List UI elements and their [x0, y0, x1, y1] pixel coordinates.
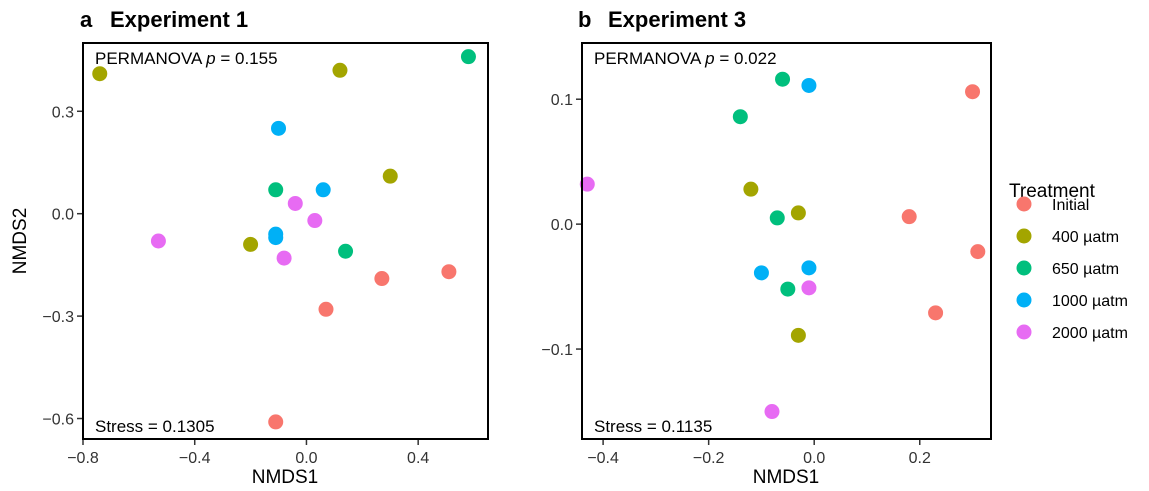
data-point [307, 213, 323, 229]
plot-frame [581, 42, 992, 440]
legend-key [1016, 196, 1032, 212]
legend-label: Initial [1052, 197, 1089, 214]
points-layer [579, 71, 986, 420]
data-point [780, 281, 796, 297]
data-point [579, 176, 595, 192]
data-point [374, 271, 390, 287]
data-point [801, 77, 817, 93]
data-point [801, 260, 817, 276]
x-tick-label: 0.2 [909, 450, 931, 467]
data-point [928, 305, 944, 321]
data-point [460, 49, 476, 65]
legend: Treatment Initial 400 µatm 650 µatm 1000 µa… [1009, 181, 1128, 342]
legend-key [1016, 292, 1032, 308]
data-point [268, 414, 284, 430]
data-point [318, 301, 334, 317]
data-point [150, 233, 166, 249]
legend-label: 2000 µatm [1052, 325, 1128, 342]
tick-layer: −0.4 −0.2 0.0 0.2 0.1 0.0 −0.1 [541, 92, 931, 467]
data-point [790, 205, 806, 221]
legend-label: 1000 µatm [1052, 293, 1128, 310]
points-layer [92, 49, 476, 430]
data-point [970, 244, 986, 260]
x-tick-label: −0.4 [179, 450, 211, 467]
permanova-annotation: PERMANOVA p = 0.155 [95, 49, 278, 68]
y-tick-label: 0.0 [52, 207, 74, 224]
data-point [790, 327, 806, 343]
permanova-annotation: PERMANOVA p = 0.022 [594, 49, 777, 68]
plot-frame [82, 42, 489, 440]
x-tick-label: 0.0 [803, 450, 825, 467]
y-axis-label: NMDS2 [10, 208, 31, 275]
data-point [764, 404, 780, 420]
tick-layer: −0.8 −0.4 0.0 0.4 0.3 0.0 −0.3 −0.6 [42, 104, 429, 467]
data-point [268, 230, 284, 246]
data-point [382, 168, 398, 184]
data-point [243, 236, 259, 252]
data-point [92, 66, 108, 82]
data-point [965, 84, 981, 100]
x-tick-label: −0.4 [587, 450, 619, 467]
legend-title: Treatment [1009, 181, 1096, 202]
data-point [276, 250, 292, 266]
panel-letter: b [578, 7, 591, 32]
data-point [271, 120, 287, 136]
data-point [732, 109, 748, 125]
panel-title: Experiment 1 [110, 7, 248, 32]
y-tick-label: 0.3 [52, 104, 74, 121]
y-tick-label: −0.1 [541, 342, 573, 359]
stress-annotation: Stress = 0.1305 [95, 417, 215, 436]
data-point [441, 264, 457, 280]
legend-items: Initial 400 µatm 650 µatm 1000 µatm 2000 µat… [1016, 196, 1128, 342]
data-point [769, 210, 785, 226]
x-tick-label: −0.2 [693, 450, 725, 467]
data-point [775, 71, 791, 87]
legend-key [1016, 324, 1032, 340]
x-axis-label: NMDS1 [753, 467, 820, 488]
y-tick-label: 0.1 [551, 92, 573, 109]
legend-key [1016, 260, 1032, 276]
data-point [743, 181, 759, 197]
x-axis-label: NMDS1 [252, 467, 319, 488]
data-point [287, 195, 303, 211]
x-tick-label: 0.0 [295, 450, 317, 467]
stress-annotation: Stress = 0.1135 [594, 417, 712, 436]
panel-title: Experiment 3 [608, 7, 746, 32]
data-point [332, 62, 348, 78]
data-point [801, 280, 817, 296]
y-tick-label: −0.3 [42, 309, 74, 326]
legend-label: 650 µatm [1052, 261, 1119, 278]
panel-a: a Experiment 1 −0.8 −0.4 0.0 0.40.30.0−0.3−… [10, 7, 489, 488]
x-tick-label: −0.8 [67, 450, 99, 467]
legend-label: 400 µatm [1052, 229, 1119, 246]
y-tick-label: 0.0 [551, 217, 573, 234]
data-point [753, 265, 769, 281]
legend-key [1016, 228, 1032, 244]
data-point [315, 182, 331, 198]
panel-letter: a [80, 7, 93, 32]
x-tick-label: 0.4 [407, 450, 429, 467]
data-point [338, 243, 354, 259]
y-tick-label: −0.6 [42, 412, 74, 429]
data-point [268, 182, 284, 198]
panel-b: b Experiment 3 −0.4 −0.2 0.0 0.20.10.0−0.1 … [541, 7, 992, 488]
data-point [901, 209, 917, 225]
